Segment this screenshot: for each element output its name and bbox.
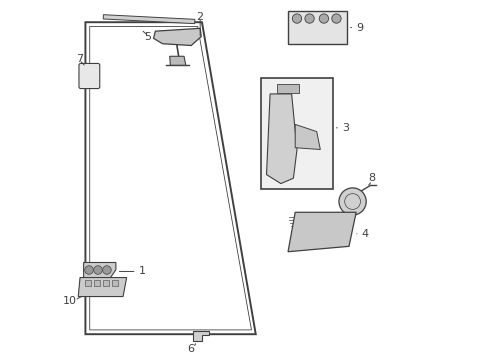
Polygon shape	[103, 15, 195, 24]
Text: 1: 1	[139, 266, 147, 276]
Circle shape	[102, 266, 111, 274]
Polygon shape	[288, 212, 356, 252]
Text: 6: 6	[188, 344, 195, 354]
Text: 8: 8	[369, 173, 376, 183]
Polygon shape	[84, 262, 116, 278]
Polygon shape	[78, 278, 126, 297]
Text: 4: 4	[362, 229, 368, 239]
Text: 7: 7	[76, 54, 83, 64]
Text: 2: 2	[196, 12, 204, 22]
Circle shape	[332, 14, 341, 23]
Circle shape	[339, 188, 366, 215]
FancyBboxPatch shape	[103, 280, 109, 286]
Polygon shape	[153, 28, 201, 45]
FancyBboxPatch shape	[112, 280, 118, 286]
FancyBboxPatch shape	[288, 12, 347, 44]
FancyBboxPatch shape	[277, 84, 299, 93]
FancyBboxPatch shape	[85, 280, 91, 286]
Circle shape	[319, 14, 329, 23]
FancyBboxPatch shape	[79, 63, 100, 89]
Text: 5: 5	[145, 32, 152, 41]
FancyBboxPatch shape	[261, 78, 333, 189]
Text: 10: 10	[63, 296, 77, 306]
FancyBboxPatch shape	[95, 280, 100, 286]
Polygon shape	[170, 56, 186, 65]
Text: 9: 9	[356, 23, 363, 33]
Polygon shape	[193, 330, 209, 341]
Circle shape	[85, 266, 93, 274]
Polygon shape	[267, 94, 297, 184]
Circle shape	[305, 14, 314, 23]
Circle shape	[94, 266, 102, 274]
Polygon shape	[295, 125, 320, 149]
Text: 3: 3	[342, 123, 349, 133]
Circle shape	[293, 14, 302, 23]
